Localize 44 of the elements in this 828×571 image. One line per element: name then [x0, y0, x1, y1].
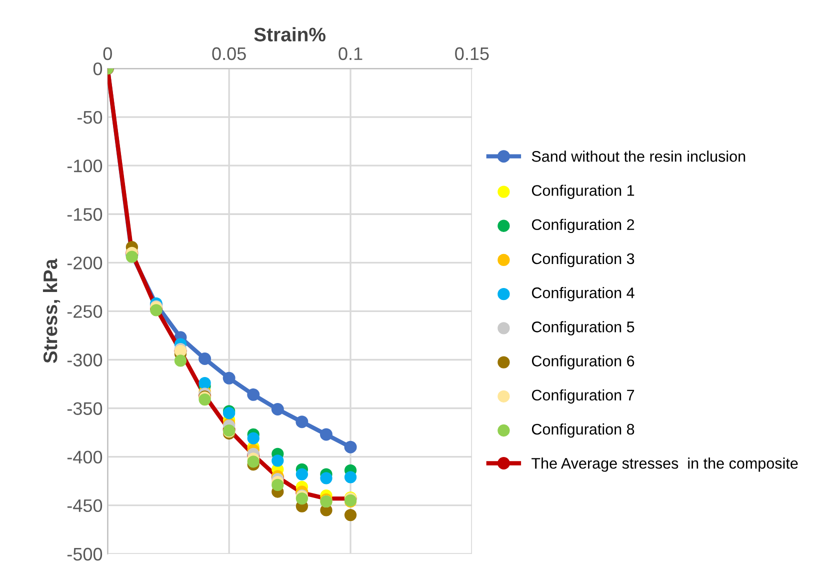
y-tick-label: 0 [93, 62, 102, 76]
legend-label: Configuration 7 [532, 389, 634, 404]
x-tick-label: 0.05 [212, 47, 246, 60]
y-tick-label: -150 [67, 208, 102, 221]
point [320, 472, 332, 484]
legend-label: Configuration 4 [532, 287, 634, 302]
point [198, 352, 212, 366]
legend-label: Sand without the resin inclusion [532, 150, 746, 162]
point [247, 456, 260, 468]
y-tick-label: -500 [67, 548, 102, 561]
point [222, 372, 236, 384]
x-tick-label: 0.15 [455, 47, 489, 60]
legend-label: Configuration 3 [532, 252, 634, 268]
y-tick-label: -100 [67, 160, 102, 172]
y-tick-label: -50 [77, 110, 102, 124]
point [247, 388, 260, 401]
x-axis-title: Strain% [254, 27, 326, 42]
point [344, 440, 357, 454]
legend-label: The Average stresses in the composite [532, 458, 798, 472]
point [174, 354, 187, 367]
point [344, 471, 357, 484]
point [296, 416, 308, 428]
point [247, 432, 260, 444]
x-tick-label: 0.1 [338, 47, 362, 60]
y-tick-label: -450 [67, 499, 102, 512]
point [272, 478, 284, 492]
y-tick-label: -350 [67, 402, 102, 415]
y-tick-label: -400 [67, 450, 102, 464]
y-tick-label: -250 [67, 305, 102, 318]
legend-label: Configuration 6 [532, 355, 634, 370]
y-tick-label: -300 [67, 354, 102, 366]
point [320, 428, 332, 441]
y-axis-title: Stress, kPa [42, 258, 60, 364]
legend-label: Configuration 1 [532, 184, 634, 199]
point [344, 508, 357, 522]
legend-label: Configuration 2 [532, 218, 634, 234]
point [271, 402, 284, 416]
point [296, 468, 308, 480]
point [272, 454, 284, 467]
y-tick-label: -200 [67, 256, 102, 270]
x-tick-label: 0 [103, 47, 112, 60]
legend-label: Configuration 5 [532, 321, 634, 336]
legend-label: Configuration 8 [532, 423, 634, 438]
point [198, 376, 211, 390]
